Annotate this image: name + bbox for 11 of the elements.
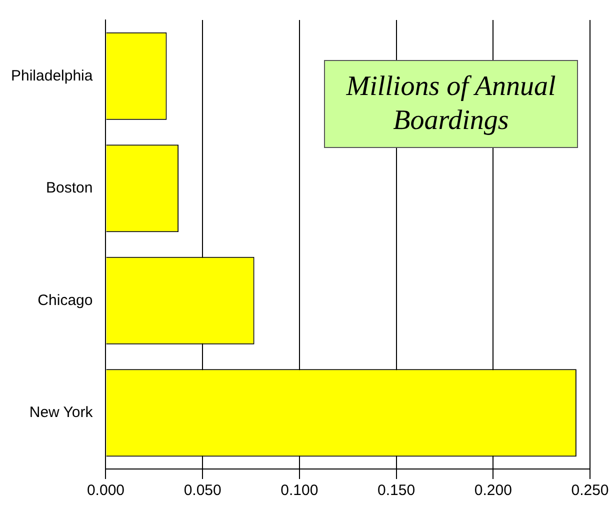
y-tick-label: Philadelphia [10, 67, 94, 84]
x-tick-label: 0.150 [378, 482, 416, 500]
y-tick-label: Boston [46, 180, 93, 197]
x-tick-label: 0.100 [280, 482, 318, 500]
text: Millions of Annual Boardings [324, 60, 578, 148]
x-tick-label: 0.200 [474, 482, 512, 500]
x-tick-label: 0.000 [86, 482, 125, 500]
x-tick-label: 0.250 [571, 482, 609, 500]
y-tick-label: New York [29, 404, 94, 422]
y-tick-label: Chicago [38, 292, 93, 309]
x-tick-label: 0.050 [184, 482, 222, 500]
